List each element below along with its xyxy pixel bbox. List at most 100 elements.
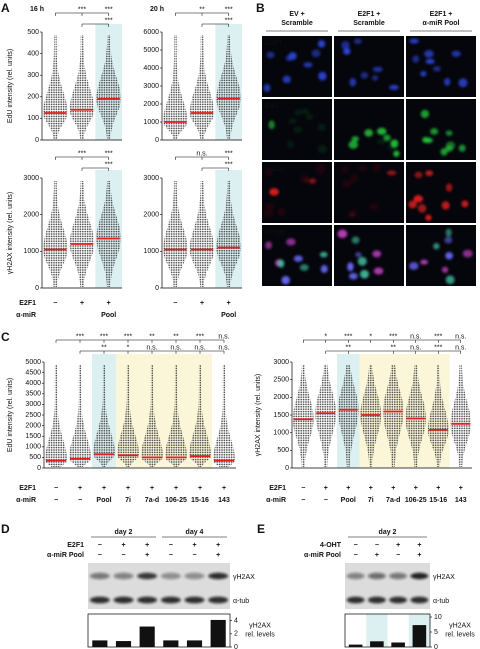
cell (303, 62, 313, 68)
band-label: α-tub (433, 598, 449, 605)
cell (300, 108, 310, 115)
significance-label: *** (225, 17, 233, 24)
y-tick-label: 500 (277, 447, 289, 454)
bar (348, 644, 363, 647)
bar (115, 641, 132, 647)
cell (364, 129, 374, 137)
panel-letter: C (1, 330, 10, 344)
cell (342, 49, 350, 55)
y-tick-label: 2000 (143, 101, 159, 108)
cell (263, 209, 274, 217)
condition-value: − (173, 300, 177, 307)
significance-label: *** (225, 6, 233, 13)
condition-value: + (80, 300, 84, 307)
cell (373, 267, 384, 275)
blot (88, 563, 230, 609)
y-tick-label: 1500 (273, 412, 289, 419)
cell (432, 66, 441, 72)
cell (268, 120, 275, 130)
condition-value: + (174, 485, 178, 492)
y-tick-label: 2500 (273, 377, 289, 384)
shade (366, 614, 388, 647)
condition-value: − (121, 552, 125, 559)
y-tick-label: 1000 (143, 119, 159, 126)
condition-value: − (301, 485, 305, 492)
condition-value: 7a-d (386, 497, 400, 504)
cell (311, 49, 321, 58)
cell (277, 207, 286, 217)
cell (348, 140, 359, 149)
cell (372, 163, 381, 172)
cell (266, 51, 275, 59)
condition-value: + (459, 485, 463, 492)
band-label: γH2AX (433, 574, 455, 581)
significance-label: *** (434, 344, 442, 351)
condition-value: + (369, 485, 373, 492)
cell (277, 259, 285, 268)
cell (461, 200, 469, 208)
cells (409, 38, 468, 88)
significance-label: *** (78, 6, 86, 13)
plot-frame (344, 613, 431, 648)
cell (269, 188, 279, 196)
cell (294, 109, 302, 116)
y-tick-label: 0 (37, 465, 41, 472)
y-tick-label: 5000 (143, 47, 159, 54)
column-header: E2F1 + (358, 11, 381, 18)
swarm (45, 365, 67, 467)
condition-value: − (54, 497, 58, 504)
bar (412, 625, 427, 647)
cell (304, 176, 312, 185)
y-tick-label: 2 (234, 631, 238, 638)
micrograph (406, 162, 476, 223)
panel-letter: D (1, 522, 10, 536)
condition-value: + (192, 542, 196, 549)
column-header: Scramble (281, 20, 313, 27)
channel-label: γH2AX (265, 166, 287, 173)
cell (351, 236, 360, 244)
cell (462, 249, 473, 258)
cell (358, 165, 368, 171)
condition-label: E2F1 (19, 300, 36, 307)
condition-value: 143 (455, 497, 467, 504)
significance-label: *** (196, 333, 204, 340)
y-tick-label: 0 (35, 137, 39, 144)
significance-label: n.s. (196, 150, 207, 157)
y-tick-label: 0 (434, 644, 438, 649)
y-tick-label: 2000 (273, 394, 289, 401)
cell (288, 117, 297, 124)
bar (370, 641, 384, 647)
significance-label: n.s. (218, 333, 229, 340)
band (160, 596, 181, 604)
significance-label: ** (346, 344, 352, 351)
swarm (382, 365, 404, 467)
bar (163, 640, 179, 647)
significance-label: ** (199, 6, 205, 13)
condition-label: 4-OHT (320, 542, 342, 549)
cell (441, 266, 449, 273)
column-header: EV + (289, 11, 304, 18)
cell (371, 75, 379, 81)
y-tick-label: 0 (234, 644, 238, 649)
condition-value: + (121, 542, 125, 549)
band-label: γH2AX (233, 574, 255, 581)
condition-value: + (222, 485, 226, 492)
cell (299, 264, 309, 271)
y-tick-label: 3000 (143, 175, 159, 182)
cells (265, 238, 328, 285)
cell (414, 171, 423, 179)
condition-label: α-miR (16, 312, 36, 319)
cell (348, 272, 358, 280)
significance-label: *** (105, 17, 113, 24)
significance-label: ** (391, 344, 397, 351)
cell (341, 165, 349, 173)
time-label: day 2 (115, 529, 133, 536)
cell (408, 200, 417, 209)
cell (444, 77, 451, 86)
panel-letter: B (256, 1, 265, 15)
cell (425, 170, 434, 177)
cell (357, 256, 367, 266)
cell (265, 202, 275, 210)
cell (315, 164, 326, 174)
significance-label: *** (225, 150, 233, 157)
